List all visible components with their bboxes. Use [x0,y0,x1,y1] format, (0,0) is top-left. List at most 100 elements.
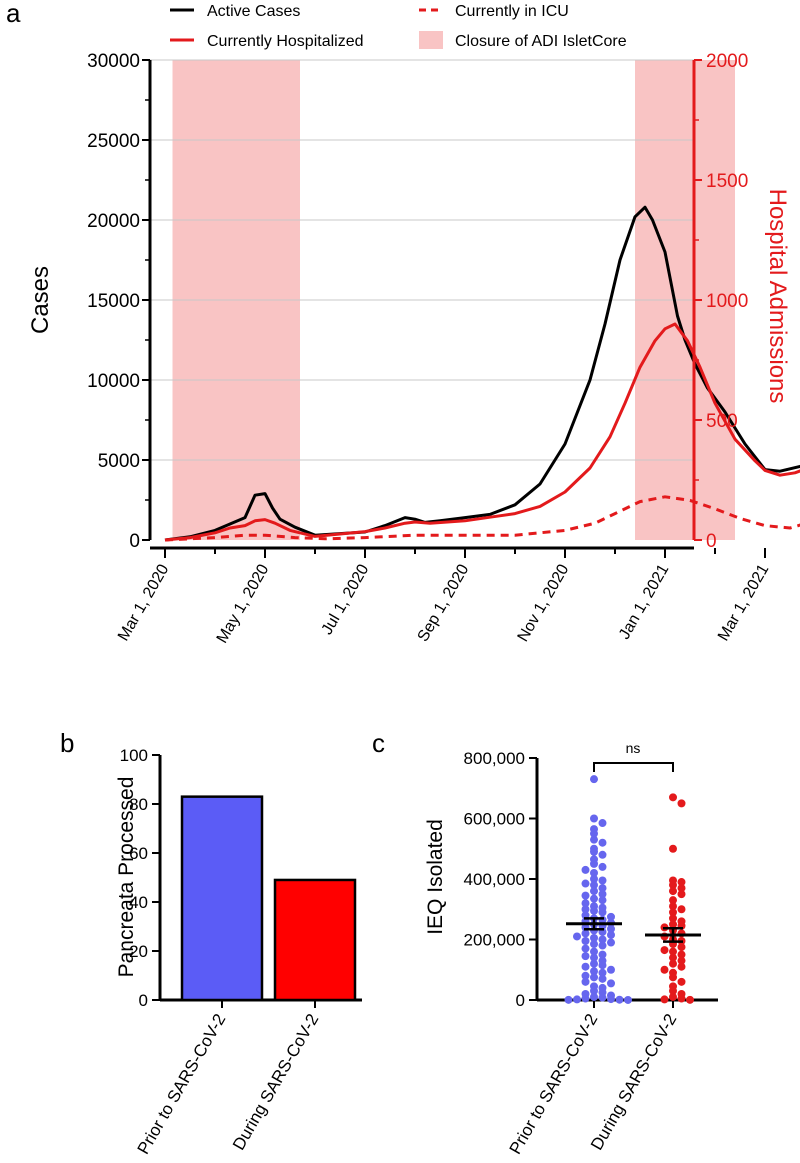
chart-b: 0 20 40 60 80 100 Prior to SARS-CoV-2 During SA… [115,746,362,1157]
dot-prior-to-sars-cov-2-50 [607,938,615,947]
grid-lines [150,59,694,461]
series-lines [164,205,800,542]
y2-tick-label-500: 500 [706,411,738,432]
dot-prior-to-sars-cov-2-41 [607,924,615,933]
dot-prior-to-sars-cov-2-49 [581,937,590,946]
x-tick-label-prior-to-sars-cov-2: Prior to SARS-CoV-2 [134,1011,230,1158]
dot-prior-to-sars-cov-2-66 [590,973,598,982]
dot-during-sars-cov-2-6 [669,881,677,890]
dot-prior-to-sars-cov-2-59 [590,959,598,968]
dot-prior-to-sars-cov-2-52 [598,941,607,950]
dot-prior-to-sars-cov-2-79 [607,995,615,1004]
legend: Active Cases Currently in ICU Currently … [170,3,627,50]
dot-prior-to-sars-cov-2-54 [590,947,598,956]
y2-tick-label-0: 0 [706,531,717,552]
dot-prior-to-sars-cov-2-12 [590,859,598,868]
dot-prior-to-sars-cov-2-81 [615,995,624,1004]
dot-during-sars-cov-2-41 [677,994,686,1003]
dot-prior-to-sars-cov-2-20 [598,884,607,893]
dot-prior-to-sars-cov-2-65 [581,971,590,980]
series-line-currently-hospitalized [164,322,800,542]
dot-prior-to-sars-cov-2-29 [581,905,590,914]
bar-during-sars-cov-2 [273,878,357,1002]
dot-prior-to-sars-cov-2-31 [598,908,607,917]
dot-during-sars-cov-2-7 [677,884,686,893]
dot-during-sars-cov-2-38 [669,986,677,995]
panel-label-c: c [372,728,385,758]
y2-axis-label: Hospital Admissions [764,189,791,404]
dot-during-sars-cov-2-8 [669,887,677,896]
dot-during-sars-cov-2-42 [660,995,669,1004]
dot-during-sars-cov-2-32 [677,962,686,971]
y-tick-label-5000: 5000 [98,451,140,472]
dot-prior-to-sars-cov-2-57 [590,953,598,962]
x-tick-label-mar-1-2021: Mar 1, 2021 [715,561,772,644]
dot-prior-to-sars-cov-2-69 [607,979,615,988]
dot-prior-to-sars-cov-2-9 [590,847,598,856]
dot-prior-to-sars-cov-2-60 [598,961,607,970]
dot-prior-to-sars-cov-2-23 [581,891,590,900]
dot-prior-to-sars-cov-2-51 [590,940,598,949]
legend-label-closure: Closure of ADI IsletCore [455,33,627,50]
dot-during-sars-cov-2-43 [686,995,694,1004]
dot-prior-to-sars-cov-2-46 [573,932,581,941]
y-axis-label: Cases [27,266,54,334]
x-tick-label-during-sars-cov-2: During SARS-CoV-2 [587,1011,680,1154]
dot-prior-to-sars-cov-2-61 [581,962,590,971]
x-tick-label-during-sars-cov-2: During SARS-CoV-2 [229,1011,322,1154]
dot-prior-to-sars-cov-2-83 [624,995,632,1004]
panel-label-a: a [6,0,21,28]
y-tick-label-10000: 10000 [87,371,140,392]
y-tick-label-800-000: 800,000 [464,749,525,768]
dot-prior-to-sars-cov-2-26 [581,899,590,908]
dot-prior-to-sars-cov-2-68 [581,977,590,986]
y-tick-label-20000: 20000 [87,211,140,232]
dot-during-sars-cov-2-31 [669,959,677,968]
legend-label-hospitalized: Currently Hospitalized [207,33,364,50]
significance-bracket: ns [593,740,674,772]
dot-during-sars-cov-2-33 [660,965,669,974]
dot-prior-to-sars-cov-2-82 [564,995,573,1004]
dot-during-sars-cov-2-16 [669,920,677,929]
dot-prior-to-sars-cov-2-5 [590,829,598,838]
dot-during-sars-cov-2-35 [669,973,677,982]
y2-tick-label-2000: 2000 [706,51,748,72]
dot-during-sars-cov-2-28 [677,950,686,959]
dot-during-sars-cov-2-30 [677,956,686,965]
y-tick-label-100: 100 [120,746,148,765]
dot-during-sars-cov-2-11 [669,902,677,911]
y-axis-label: Pancreata Processed [115,777,138,978]
x-tick-label-prior-to-sars-cov-2: Prior to SARS-CoV-2 [506,1011,602,1158]
dot-prior-to-sars-cov-2-3 [598,819,607,828]
y-axis-label: IEQ Isolated [424,819,447,935]
dot-prior-to-sars-cov-2-53 [581,944,590,953]
dot-prior-to-sars-cov-2-80 [573,995,581,1004]
dot-during-sars-cov-2-25 [677,943,686,952]
dot-during-sars-cov-2-9 [677,890,686,899]
series-line-currently-in-icu [164,495,800,542]
y-tick-label-600-000: 600,000 [464,810,525,829]
dot-prior-to-sars-cov-2-19 [590,881,598,890]
dot-prior-to-sars-cov-2-10 [598,850,607,859]
y-tick-label-400-000: 400,000 [464,870,525,889]
bracket-line [593,762,674,772]
dot-prior-to-sars-cov-2-48 [598,935,607,944]
dot-prior-to-sars-cov-2-64 [598,968,607,977]
bar-prior-to-sars-cov-2 [180,795,264,1002]
x-tick-label-nov-1-2020: Nov 1, 2020 [515,561,573,644]
y-tick-label-0: 0 [139,991,148,1010]
dot-prior-to-sars-cov-2-7 [598,838,607,847]
dot-during-sars-cov-2-26 [660,946,669,955]
y-tick-label-25000: 25000 [87,131,140,152]
dot-prior-to-sars-cov-2-56 [581,952,590,961]
y-tick-label-80: 80 [129,795,148,814]
dot-prior-to-sars-cov-2-63 [590,967,598,976]
dot-during-sars-cov-2-2 [677,799,686,808]
dot-prior-to-sars-cov-2-30 [590,906,598,915]
dot-prior-to-sars-cov-2-44 [581,929,590,938]
dot-during-sars-cov-2-14 [669,914,677,923]
dot-prior-to-sars-cov-2-76 [590,992,598,1001]
legend-swatch-closure [419,31,443,49]
y2-tick-label-1000: 1000 [706,291,748,312]
